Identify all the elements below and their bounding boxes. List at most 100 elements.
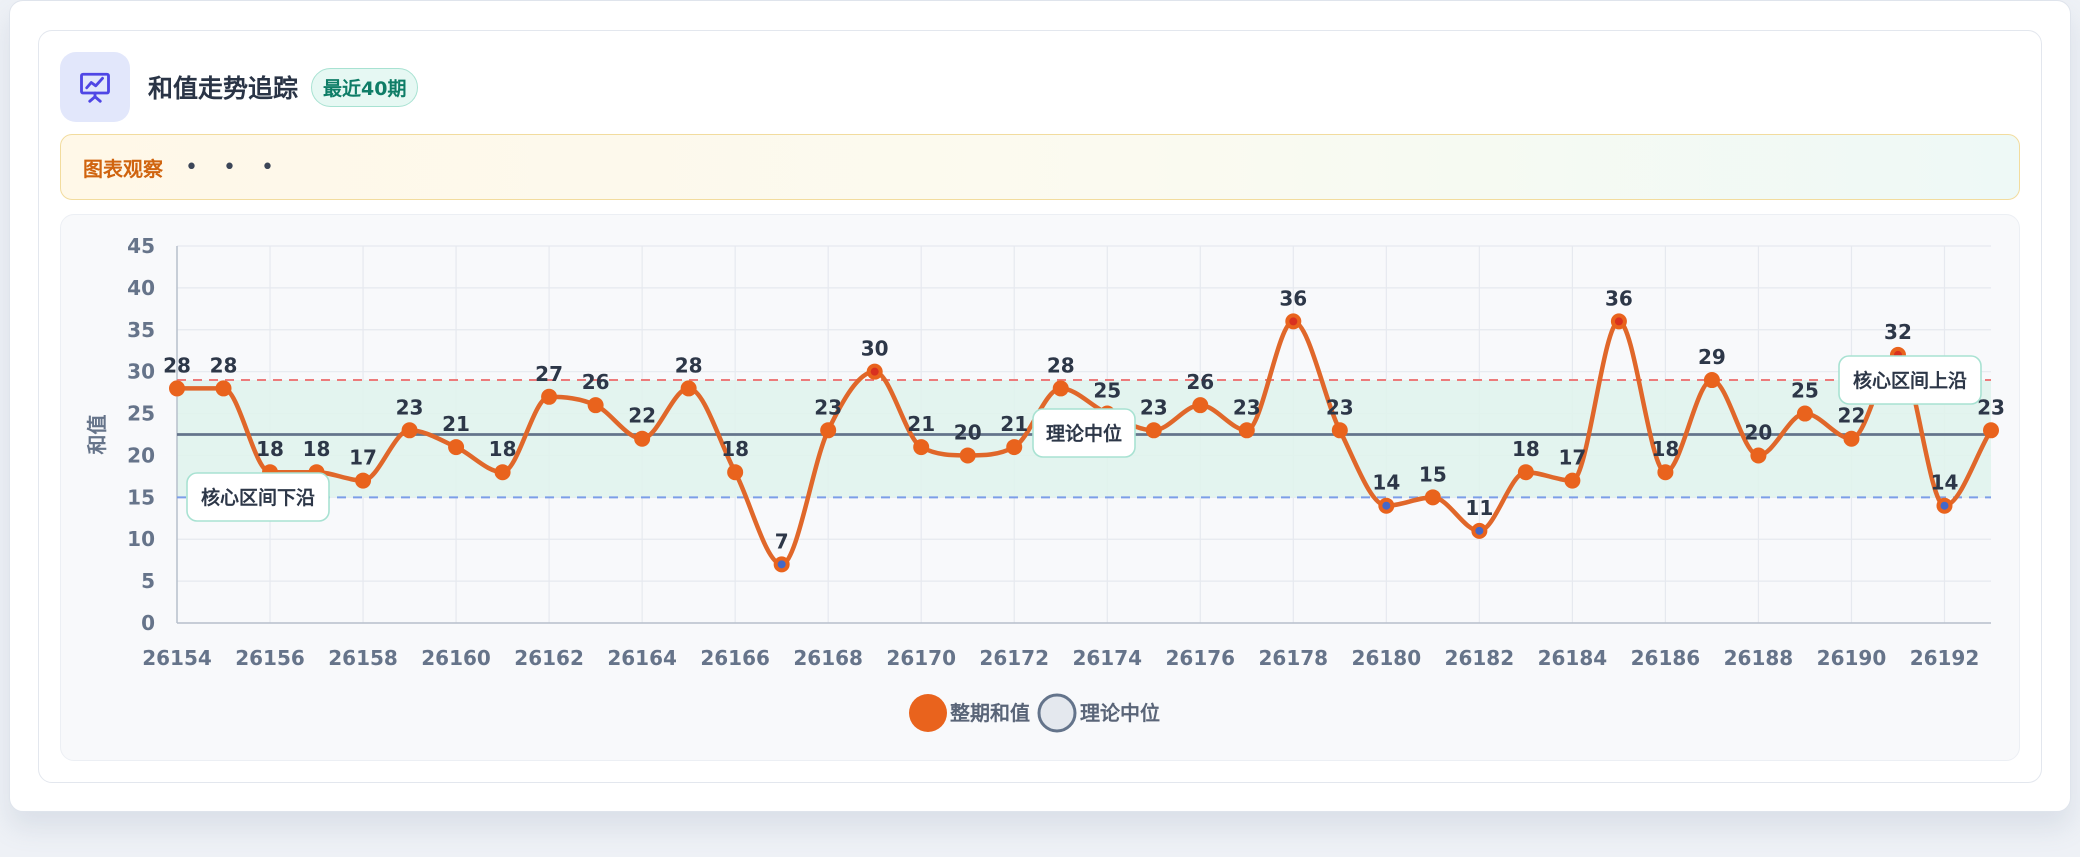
low-marker: [1382, 501, 1391, 510]
data-label: 17: [1558, 446, 1586, 470]
data-point[interactable]: [1657, 464, 1674, 481]
y-tick-label: 15: [127, 485, 155, 509]
x-tick-label: 26168: [793, 646, 863, 670]
data-point[interactable]: [1145, 422, 1162, 439]
legend[interactable]: 整期和值 理论中位: [909, 693, 1160, 733]
legend-swatch-series: [909, 694, 947, 732]
observation-bar[interactable]: 图表观察 • • •: [60, 134, 2020, 200]
data-label: 28: [210, 353, 238, 377]
data-point[interactable]: [587, 397, 604, 414]
y-tick-label: 20: [127, 443, 155, 467]
y-tick-label: 45: [127, 234, 155, 258]
y-tick-label: 30: [127, 360, 155, 384]
low-marker: [1475, 526, 1484, 535]
y-tick-label: 35: [127, 318, 155, 342]
data-point[interactable]: [1843, 430, 1860, 447]
x-tick-label: 26176: [1165, 646, 1235, 670]
data-point[interactable]: [1796, 405, 1813, 422]
data-label: 36: [1605, 286, 1633, 310]
x-tick-label: 26170: [886, 646, 956, 670]
data-point[interactable]: [1331, 422, 1348, 439]
data-label: 14: [1372, 471, 1400, 495]
data-label: 23: [1977, 395, 2005, 419]
data-label: 23: [1233, 395, 1261, 419]
x-tick-label: 26156: [235, 646, 305, 670]
data-point[interactable]: [401, 422, 418, 439]
data-label: 28: [675, 353, 703, 377]
data-point[interactable]: [169, 380, 185, 397]
data-label: 23: [1326, 395, 1354, 419]
data-label: 27: [535, 362, 563, 386]
band-lower-annotation-text: 核心区间下沿: [201, 486, 315, 509]
data-label: 23: [814, 395, 842, 419]
card-header: 和值走势追踪 最近40期: [60, 52, 419, 122]
data-label: 28: [1047, 353, 1075, 377]
band-lower-annotation-box: [186, 472, 330, 522]
x-tick-label: 26178: [1259, 646, 1329, 670]
data-point[interactable]: [1983, 422, 1999, 439]
data-label: 14: [1931, 471, 1959, 495]
observation-label: 图表观察: [83, 156, 163, 181]
x-tick-label: 26154: [142, 646, 212, 670]
data-point[interactable]: [355, 472, 372, 489]
high-marker: [870, 367, 879, 376]
data-point[interactable]: [727, 464, 744, 481]
y-tick-label: 5: [141, 569, 155, 593]
data-label: 28: [163, 353, 191, 377]
data-label: 20: [954, 420, 982, 444]
x-tick-label: 26190: [1817, 646, 1887, 670]
x-tick-label: 26188: [1724, 646, 1794, 670]
data-point[interactable]: [1006, 439, 1023, 456]
data-label: 17: [349, 446, 377, 470]
data-label: 23: [396, 395, 424, 419]
y-tick-label: 0: [141, 611, 155, 635]
data-point[interactable]: [1424, 489, 1441, 506]
data-point[interactable]: [541, 388, 558, 405]
data-label: 32: [1884, 320, 1912, 344]
more-dots-icon[interactable]: • • •: [185, 154, 283, 180]
data-point[interactable]: [1750, 447, 1767, 464]
legend-label-median: 理论中位: [1080, 701, 1160, 725]
legend-label-series: 整期和值: [949, 701, 1030, 725]
y-tick-label: 40: [127, 276, 155, 300]
chart-title: 和值走势追踪: [148, 74, 299, 103]
x-tick-label: 26182: [1445, 646, 1515, 670]
data-point[interactable]: [1238, 422, 1255, 439]
x-tick-label: 26166: [700, 646, 770, 670]
annotations: 核心区间下沿 理论中位 核心区间上沿: [186, 355, 1982, 522]
data-point[interactable]: [820, 422, 837, 439]
data-label: 30: [861, 337, 889, 361]
legend-item-median[interactable]: 理论中位: [1037, 693, 1160, 733]
data-point[interactable]: [680, 380, 697, 397]
data-point[interactable]: [1192, 397, 1209, 414]
data-point[interactable]: [634, 430, 651, 447]
legend-item-series[interactable]: 整期和值: [909, 694, 1030, 732]
data-labels: 28 28 18 18 17 23 21 18 27 26 22 28 18 7 23 30 21 20 21 28 2…: [163, 286, 2005, 553]
data-label: 22: [628, 404, 656, 428]
x-tick-label: 26162: [514, 646, 584, 670]
data-label: 21: [442, 412, 470, 436]
data-point[interactable]: [1703, 372, 1720, 389]
data-point[interactable]: [1517, 464, 1534, 481]
high-marker: [1289, 317, 1298, 326]
data-label: 11: [1465, 496, 1493, 520]
data-label: 25: [1791, 379, 1819, 403]
data-label: 18: [256, 437, 284, 461]
data-label: 18: [489, 437, 517, 461]
x-tick-label: 26184: [1538, 646, 1608, 670]
x-tick-label: 26164: [607, 646, 677, 670]
data-label: 25: [1093, 379, 1121, 403]
median-annotation: 理论中位: [1032, 408, 1136, 458]
y-tick-label: 10: [127, 527, 155, 551]
x-tick-label: 26174: [1072, 646, 1142, 670]
data-point[interactable]: [494, 464, 511, 481]
data-point[interactable]: [959, 447, 976, 464]
data-label: 29: [1698, 345, 1726, 369]
data-point[interactable]: [1564, 472, 1581, 489]
data-point[interactable]: [913, 439, 930, 456]
band-upper-annotation-text: 核心区间上沿: [1853, 369, 1967, 392]
data-point[interactable]: [215, 380, 232, 397]
data-point[interactable]: [1052, 380, 1069, 397]
data-point[interactable]: [448, 439, 465, 456]
